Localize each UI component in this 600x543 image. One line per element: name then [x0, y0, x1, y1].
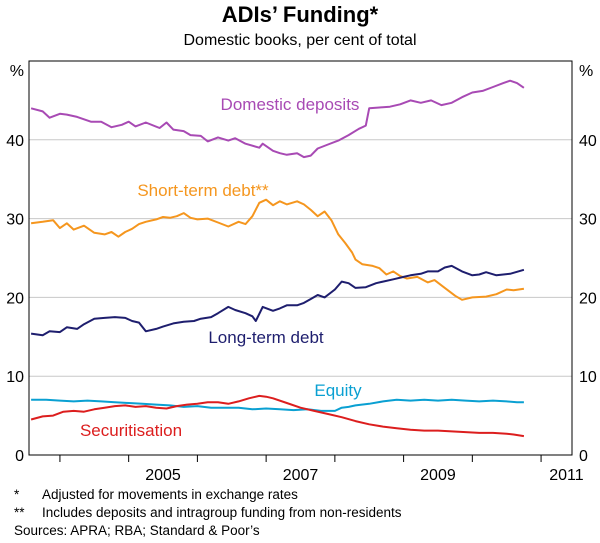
chart-subtitle: Domestic books, per cent of total — [183, 32, 417, 49]
y-tick-label-right-30: 30 — [579, 212, 597, 229]
series-label-long-term-debt: Long-term debt — [208, 328, 324, 347]
footnote-2: ** Includes deposits and intragroup fundi… — [14, 504, 401, 522]
y-tick-label-left-0: 0 — [15, 448, 24, 465]
footnote-1-mark: * — [14, 487, 20, 502]
y-tick-label-left-10: 10 — [6, 369, 24, 386]
y-tick-label-right-0: 0 — [579, 448, 588, 465]
series-line-securitisation — [30, 394, 525, 438]
footnote-2-mark: ** — [14, 505, 25, 520]
footnote-1: * Adjusted for movements in exchange rate… — [14, 486, 401, 504]
series-label-short-term-debt: Short-term debt** — [137, 181, 269, 200]
series-label-domestic-deposits: Domestic deposits — [221, 95, 360, 114]
y-tick-label-left-30: 30 — [6, 212, 24, 229]
chart-notes: * Adjusted for movements in exchange rate… — [14, 486, 401, 540]
y-tick-label-right-10: 10 — [579, 369, 597, 386]
footnote-2-text: Includes deposits and intragroup funding… — [42, 505, 402, 520]
y-tick-label-left-40: 40 — [6, 133, 24, 150]
series-line-equity — [31, 398, 524, 412]
y-tick-label-left-20: 20 — [6, 290, 24, 307]
y-tick-label-right-40: 40 — [579, 133, 597, 150]
chart-title: ADIs’ Funding* — [221, 2, 379, 27]
series-label-securitisation: Securitisation — [80, 421, 182, 440]
y-tick-label-right-20: 20 — [579, 290, 597, 307]
plot-frame — [28, 60, 573, 456]
x-tick-label-2011: 2011 — [549, 467, 584, 484]
x-tick-label-2009: 2009 — [420, 467, 456, 484]
series-line-domestic-deposits — [30, 79, 525, 159]
source-note: Sources: APRA; RBA; Standard & Poor’s — [14, 523, 260, 538]
y-axis-unit-right: % — [579, 63, 593, 80]
x-tick-label-2007: 2007 — [283, 467, 319, 484]
series-label-equity: Equity — [314, 381, 362, 400]
x-tick-label-2005: 2005 — [145, 467, 181, 484]
series-line-long-term-debt — [30, 264, 525, 337]
y-axis-unit-left: % — [10, 63, 24, 80]
footnote-1-text: Adjusted for movements in exchange rates — [42, 487, 298, 502]
series-line-short-term-debt — [30, 198, 525, 301]
